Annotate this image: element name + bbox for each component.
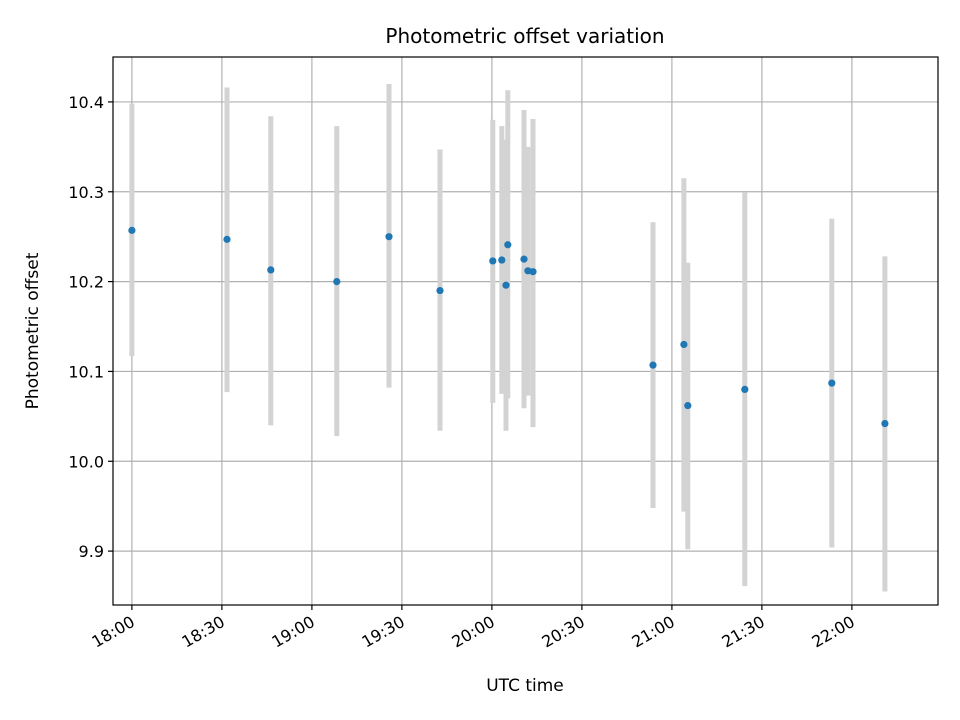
data-point — [881, 419, 889, 428]
y-tick-label: 10.0 — [68, 452, 104, 471]
data-point — [223, 235, 231, 243]
x-axis-label: UTC time — [486, 676, 564, 696]
data-point — [828, 379, 836, 387]
plot-frame — [112, 56, 939, 606]
data-point — [741, 385, 749, 393]
y-tick-label: 9.9 — [79, 542, 104, 561]
y-tick-label: 10.4 — [68, 93, 104, 112]
y-tick-label: 10.1 — [68, 362, 104, 381]
data-point — [333, 277, 341, 286]
data-point — [680, 340, 688, 349]
data-point — [529, 268, 537, 276]
data-point — [128, 226, 136, 234]
data-points — [128, 226, 889, 428]
data-point — [267, 266, 275, 274]
y-axis-ticks: 9.9 10.0 10.1 10.2 10.3 10.4 — [68, 93, 113, 561]
data-point — [498, 256, 506, 264]
data-point — [436, 286, 444, 295]
y-tick-label: 10.3 — [68, 183, 104, 202]
data-point — [649, 361, 657, 369]
data-point — [489, 257, 497, 265]
y-axis-label: Photometric offset — [23, 252, 43, 409]
data-point — [684, 401, 692, 410]
y-tick-label: 10.2 — [68, 273, 104, 292]
data-point — [502, 281, 510, 289]
data-point — [520, 255, 528, 263]
chart-title: Photometric offset variation — [385, 24, 664, 48]
data-point — [504, 241, 512, 249]
data-point — [385, 233, 393, 241]
